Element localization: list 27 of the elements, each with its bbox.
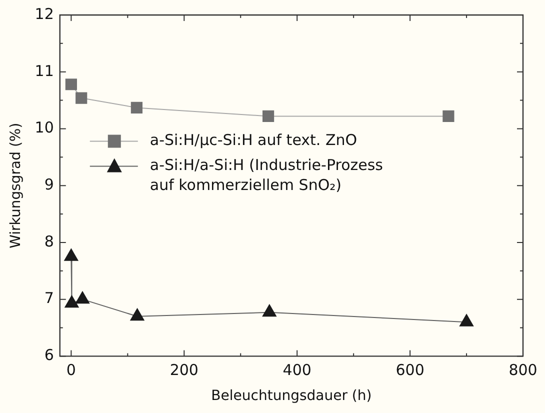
x-tick-label: 0 [66,361,76,380]
x-tick-label: 400 [282,361,312,380]
legend-label: a-Si:H/a-Si:H (Industrie-Prozess auf kommerziellem SnO₂) [150,156,384,194]
y-tick-label: 7 [44,289,54,308]
y-tick-label: 9 [44,175,54,194]
point [130,308,144,321]
point [65,78,77,90]
x-tick-label: 200 [170,361,198,380]
point [262,304,276,317]
x-tick-label: 600 [396,361,424,380]
y-axis-title: Wirkungsgrad (%) [8,122,24,248]
point [262,110,274,122]
point [76,92,88,104]
y-tick-label: 8 [44,232,54,250]
y-tick-label: 12 [34,4,54,23]
x-axis-title: Beleuchtungsdauer (h) [211,388,372,404]
point [130,102,142,114]
y-tick-label: 11 [34,62,54,80]
y-tick-label: 6 [44,346,54,364]
point [75,291,90,304]
point [64,295,79,308]
point [442,110,454,122]
point [460,314,474,326]
legend-label: a-Si:H/µc-Si:H auf text. ZnO [150,131,358,150]
y-tick-label: 10 [34,118,54,137]
x-tick-label: 800 [508,361,538,380]
point [64,248,78,261]
